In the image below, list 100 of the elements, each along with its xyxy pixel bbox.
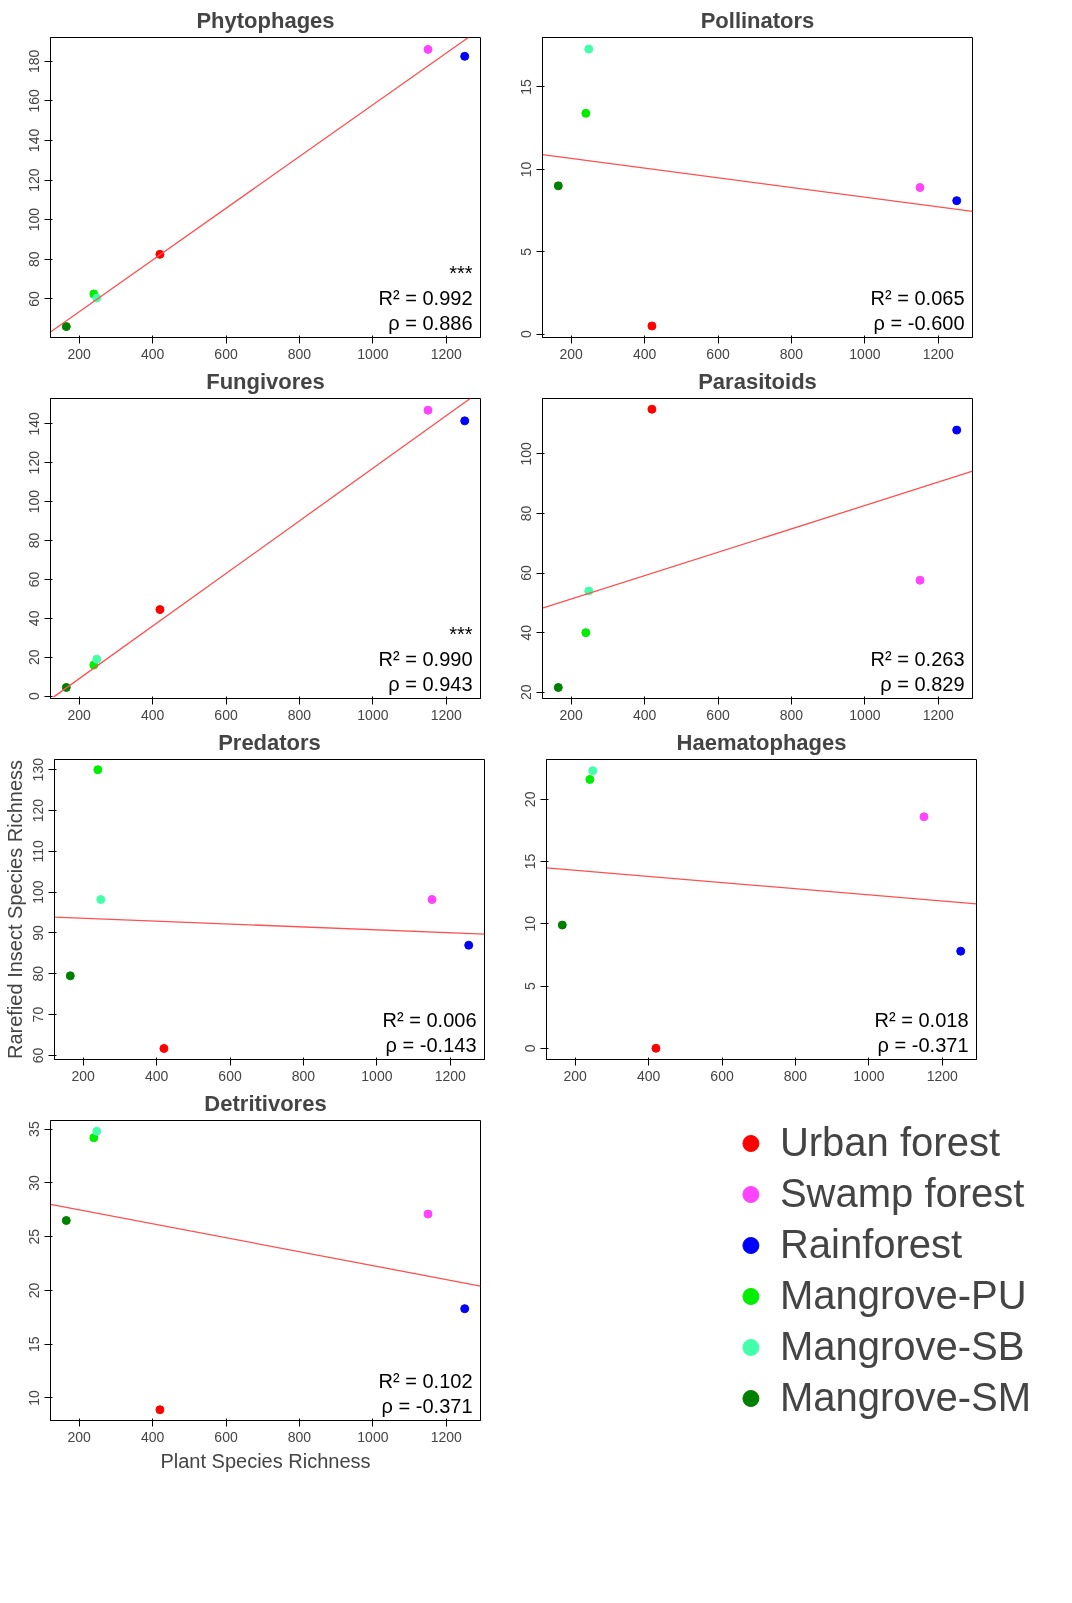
point: [952, 196, 962, 206]
point: [61, 1216, 71, 1225]
y-tick-label: 5: [518, 247, 535, 256]
x-tick-label: 200: [563, 1067, 588, 1084]
y-tick-label: 130: [30, 757, 47, 782]
annotation: ***: [449, 622, 473, 645]
x-tick-label: 400: [632, 706, 657, 723]
y-tick-label: 80: [518, 505, 535, 522]
point: [61, 322, 71, 332]
legend-label: Rainforest: [779, 1222, 963, 1267]
point: [915, 183, 925, 192]
y-tick-label: 0: [26, 692, 43, 701]
point: [92, 1126, 102, 1136]
y-tick-label: 80: [26, 251, 43, 268]
point: [557, 920, 567, 930]
point: [647, 404, 657, 414]
x-tick-label: 1200: [430, 345, 463, 362]
point: [96, 895, 106, 904]
annotation: ***: [449, 261, 473, 284]
y-tick-label: 100: [30, 880, 47, 904]
point: [588, 766, 598, 776]
annotation: ρ = -0.600: [873, 311, 965, 334]
x-tick-label: 200: [71, 1067, 96, 1084]
point: [956, 946, 966, 956]
y-tick-label: 10: [522, 915, 539, 932]
y-tick-label: 20: [518, 684, 535, 701]
x-tick-label: 600: [214, 706, 238, 723]
x-tick-label: 800: [287, 1428, 312, 1445]
chart-title: Parasitoids: [698, 368, 817, 394]
y-tick-label: 5: [522, 981, 539, 990]
y-tick-label: 120: [30, 798, 47, 823]
point: [423, 405, 433, 415]
legend-label: Mangrove-SB: [779, 1324, 1025, 1369]
annotation: R² = 0.992: [378, 286, 473, 309]
x-tick-label: 400: [144, 1067, 169, 1084]
y-axis-title: Rarefied Insect Species Richness: [3, 759, 26, 1060]
y-tick-label: 10: [518, 161, 535, 178]
y-tick-label: 160: [26, 88, 43, 113]
annotation: R² = 0.065: [870, 286, 965, 309]
y-tick-label: 60: [26, 290, 43, 307]
annotation: R² = 0.990: [378, 647, 473, 670]
annotation: R² = 0.006: [382, 1008, 477, 1031]
chart-title: Detritivores: [204, 1090, 327, 1116]
point: [155, 1405, 165, 1415]
x-tick-label: 800: [287, 706, 312, 723]
x-tick-label: 400: [140, 1428, 165, 1445]
y-tick-label: 10: [26, 1389, 43, 1406]
y-tick-label: 20: [522, 791, 539, 808]
chart-title: Fungivores: [206, 368, 325, 394]
x-tick-label: 600: [706, 706, 730, 723]
x-tick-label: 1200: [922, 706, 955, 723]
y-tick-label: 25: [26, 1228, 43, 1245]
y-tick-label: 40: [518, 624, 535, 641]
x-tick-label: 1200: [434, 1067, 467, 1084]
y-tick-label: 90: [30, 924, 47, 941]
x-tick-label: 400: [140, 345, 165, 362]
x-tick-label: 800: [783, 1067, 808, 1084]
y-tick-label: 0: [518, 330, 535, 339]
x-tick-label: 1200: [926, 1067, 959, 1084]
legend-label: Mangrove-SM: [779, 1375, 1032, 1420]
x-tick-label: 600: [214, 345, 238, 362]
point: [581, 108, 591, 118]
point: [919, 812, 929, 822]
point: [159, 1043, 169, 1053]
y-tick-label: 180: [26, 49, 43, 73]
x-tick-label: 400: [632, 345, 657, 362]
x-tick-label: 1000: [853, 1067, 885, 1084]
chart-title: Haematophages: [676, 729, 847, 755]
point: [915, 575, 925, 585]
x-tick-label: 1200: [430, 1428, 463, 1445]
point: [423, 44, 433, 54]
y-tick-label: 30: [26, 1174, 43, 1191]
x-tick-label: 600: [710, 1067, 734, 1084]
annotation: ρ = -0.143: [385, 1033, 477, 1056]
y-tick-label: 20: [26, 649, 43, 666]
point: [553, 181, 563, 191]
chart-title: Pollinators: [700, 7, 815, 33]
x-tick-label: 1200: [430, 706, 463, 723]
annotation: R² = 0.102: [378, 1369, 473, 1392]
x-tick-label: 600: [706, 345, 730, 362]
y-tick-label: 140: [26, 128, 43, 153]
x-tick-label: 200: [67, 345, 92, 362]
y-tick-label: 100: [26, 207, 43, 232]
y-tick-label: 40: [26, 610, 43, 627]
y-tick-label: 80: [26, 532, 43, 549]
y-tick-label: 15: [26, 1336, 43, 1352]
legend-label: Urban forest: [779, 1120, 1001, 1165]
point: [423, 1209, 433, 1219]
x-tick-label: 1000: [357, 345, 389, 362]
point: [427, 895, 437, 904]
y-tick-label: 110: [30, 839, 47, 863]
point: [92, 654, 102, 664]
point: [460, 416, 470, 426]
y-tick-label: 120: [26, 450, 43, 475]
annotation: ρ = -0.371: [381, 1394, 473, 1417]
point: [647, 321, 657, 331]
legend-label: Swamp forest: [779, 1171, 1025, 1216]
x-tick-label: 200: [67, 706, 92, 723]
x-tick-label: 1200: [922, 345, 955, 362]
y-tick-label: 60: [30, 1047, 47, 1064]
